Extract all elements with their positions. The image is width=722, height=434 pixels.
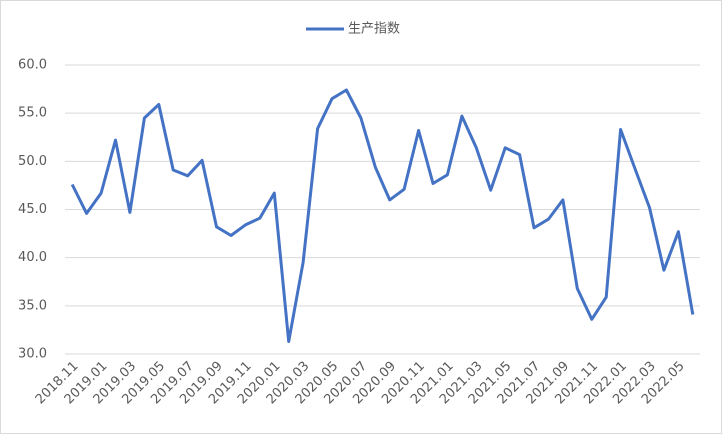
y-tick-label: 40.0 [18, 250, 47, 265]
y-tick-label: 50.0 [18, 154, 47, 169]
y-tick-label: 60.0 [18, 58, 47, 73]
y-tick-label: 35.0 [18, 298, 47, 313]
data-line [70, 88, 695, 343]
y-tick-label: 55.0 [18, 106, 47, 121]
legend-label: 生产指数 [348, 22, 400, 37]
y-tick-label: 30.0 [18, 347, 47, 362]
y-tick-label: 45.0 [18, 202, 47, 217]
